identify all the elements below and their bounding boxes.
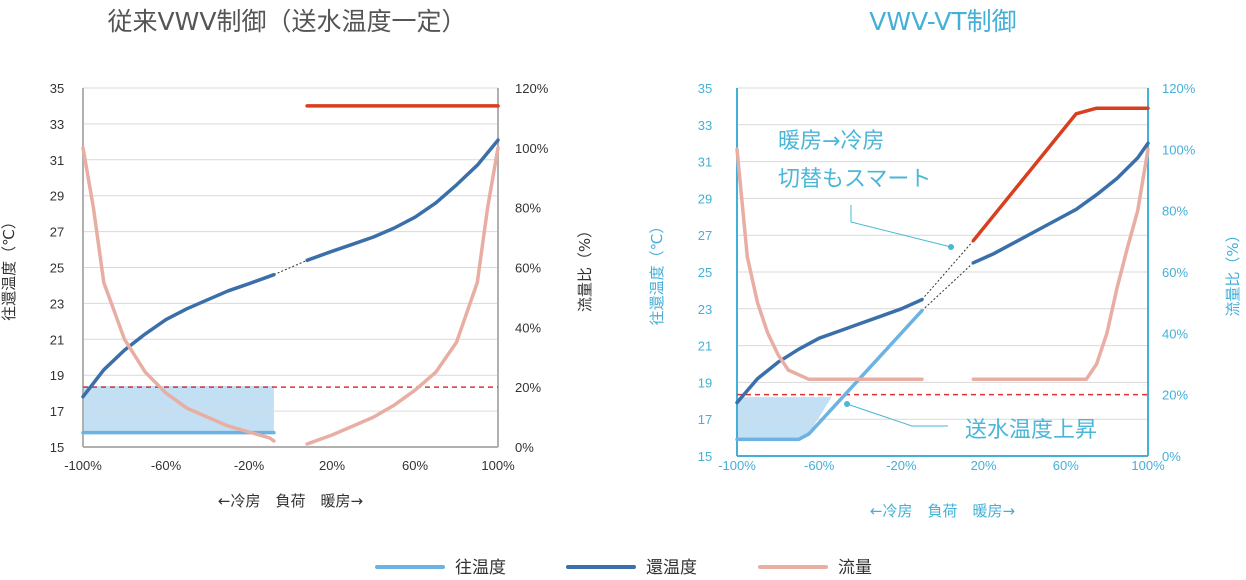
- series-line: [305, 146, 500, 446]
- y-tick-label: 21: [50, 332, 64, 347]
- series-line: [305, 138, 500, 263]
- callout-line: [846, 403, 948, 427]
- y-tick-label: 35: [50, 81, 64, 96]
- x-axis-label: ←冷房 負荷 暖房→: [218, 492, 363, 510]
- series-line: [971, 141, 1150, 265]
- y-tick-label: 29: [698, 191, 712, 206]
- y-right-axis-label: 流量比（%）: [576, 223, 594, 312]
- y-right-tick-label: 60%: [1162, 265, 1188, 280]
- y-right-axis-label: 流量比（%）: [1224, 227, 1242, 316]
- y-right-tick-label: 20%: [515, 380, 541, 395]
- connector-line: [921, 262, 974, 312]
- annotation-switch-1: 暖房→冷房: [778, 129, 884, 154]
- y-right-tick-label: 80%: [515, 201, 541, 216]
- y-right-tick-label: 0%: [1162, 449, 1181, 464]
- y-tick-label: 31: [50, 153, 64, 168]
- x-tick-label: -60%: [804, 458, 835, 473]
- x-tick-label: -20%: [886, 458, 917, 473]
- x-tick-label: -60%: [151, 458, 182, 473]
- x-tick-label: 20%: [971, 458, 997, 473]
- x-tick-label: 20%: [319, 458, 345, 473]
- series-line: [735, 297, 924, 405]
- y-tick-label: 17: [50, 404, 64, 419]
- x-tick-label: 60%: [402, 458, 428, 473]
- series-line: [971, 106, 1150, 243]
- series-line: [971, 147, 1150, 382]
- y-tick-label: 29: [50, 189, 64, 204]
- y-tick-label: 23: [698, 302, 712, 317]
- y-tick-label: 19: [698, 375, 712, 390]
- y-right-tick-label: 100%: [1162, 142, 1196, 157]
- x-axis-label: ←冷房 負荷 暖房→: [870, 502, 1015, 520]
- x-tick-label: -20%: [234, 458, 265, 473]
- y-tick-label: 35: [698, 81, 712, 96]
- x-tick-label: -100%: [718, 458, 756, 473]
- y-right-tick-label: 40%: [515, 320, 541, 335]
- annotation-temp-rise: 送水温度上昇: [965, 418, 1097, 443]
- chart-title: 従来VWV制御（送水温度一定）: [108, 7, 467, 36]
- series-line: [81, 272, 276, 399]
- shaded-region: [737, 397, 832, 440]
- x-tick-label: 100%: [481, 458, 515, 473]
- connector-line: [921, 240, 974, 300]
- y-tick-label: 33: [50, 117, 64, 132]
- x-tick-label: -100%: [64, 458, 102, 473]
- y-tick-label: 25: [50, 261, 64, 276]
- y-tick-label: 21: [698, 339, 712, 354]
- y-right-tick-label: 20%: [1162, 388, 1188, 403]
- legend-label: 流量: [838, 558, 872, 578]
- callout-line: [850, 205, 952, 248]
- y-tick-label: 17: [698, 412, 712, 427]
- y-tick-label: 15: [50, 440, 64, 455]
- y-axis-label: 往還温度（℃）: [0, 214, 18, 321]
- series-line: [735, 308, 924, 442]
- y-tick-label: 25: [698, 265, 712, 280]
- y-right-tick-label: 120%: [515, 81, 549, 96]
- callout-dot: [844, 401, 850, 407]
- y-tick-label: 23: [50, 296, 64, 311]
- y-right-tick-label: 120%: [1162, 81, 1196, 96]
- y-right-tick-label: 60%: [515, 261, 541, 276]
- y-tick-label: 27: [50, 225, 64, 240]
- y-right-tick-label: 80%: [1162, 204, 1188, 219]
- legend-label: 往温度: [455, 558, 506, 578]
- y-axis-label: 往還温度（℃）: [648, 219, 666, 326]
- y-tick-label: 27: [698, 228, 712, 243]
- y-tick-label: 19: [50, 368, 64, 383]
- shaded-region: [83, 385, 274, 433]
- series-line: [81, 146, 276, 443]
- y-tick-label: 33: [698, 118, 712, 133]
- y-right-tick-label: 40%: [1162, 326, 1188, 341]
- x-tick-label: 100%: [1131, 458, 1165, 473]
- legend-label: 還温度: [646, 558, 697, 578]
- series-line: [735, 147, 924, 382]
- annotation-switch-2: 切替もスマート: [778, 167, 931, 192]
- chart-title: VWV-VT制御: [869, 7, 1016, 36]
- y-right-tick-label: 100%: [515, 141, 549, 156]
- callout-dot: [948, 244, 954, 250]
- y-tick-label: 15: [698, 449, 712, 464]
- y-tick-label: 31: [698, 155, 712, 170]
- x-tick-label: 60%: [1053, 458, 1079, 473]
- y-right-tick-label: 0%: [515, 440, 534, 455]
